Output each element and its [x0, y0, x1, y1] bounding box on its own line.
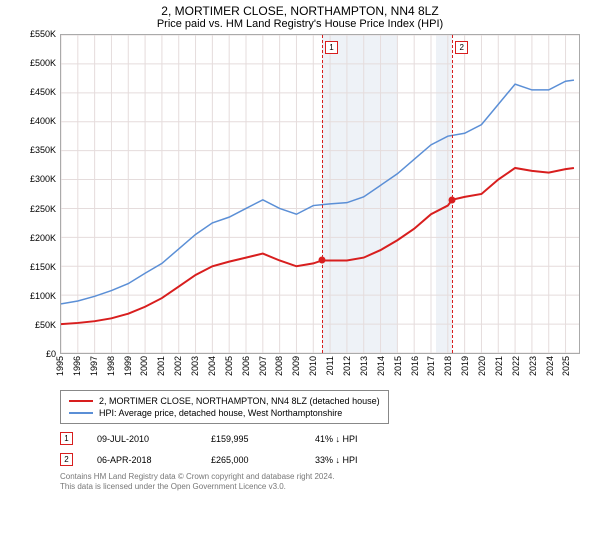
y-axis-labels: £0£50K£100K£150K£200K£250K£300K£350K£400…: [20, 34, 58, 384]
x-tick-label: 2003: [190, 356, 200, 376]
y-tick-label: £200K: [30, 233, 56, 243]
legend-swatch: [69, 400, 93, 402]
y-tick-label: £50K: [35, 320, 56, 330]
x-axis-labels: 1995199619971998199920002001200220032004…: [60, 354, 580, 384]
y-tick-label: £100K: [30, 291, 56, 301]
transaction-date: 09-JUL-2010: [97, 434, 187, 444]
transaction-price: £265,000: [211, 455, 291, 465]
x-tick-label: 2005: [224, 356, 234, 376]
y-tick-label: £400K: [30, 116, 56, 126]
x-tick-label: 1998: [106, 356, 116, 376]
x-tick-label: 2013: [359, 356, 369, 376]
transaction-delta: 41% ↓ HPI: [315, 434, 358, 444]
x-tick-label: 2025: [561, 356, 571, 376]
sale-point: [319, 257, 326, 264]
x-tick-label: 2001: [156, 356, 166, 376]
y-tick-label: £550K: [30, 29, 56, 39]
transaction-delta: 33% ↓ HPI: [315, 455, 358, 465]
x-tick-label: 2002: [173, 356, 183, 376]
legend-label: HPI: Average price, detached house, West…: [99, 408, 342, 418]
y-tick-label: £150K: [30, 262, 56, 272]
x-tick-label: 2012: [342, 356, 352, 376]
x-tick-label: 2006: [241, 356, 251, 376]
legend-row: 2, MORTIMER CLOSE, NORTHAMPTON, NN4 8LZ …: [69, 395, 380, 407]
y-tick-label: £250K: [30, 204, 56, 214]
x-tick-label: 2020: [477, 356, 487, 376]
transaction-list: 1 09-JUL-2010 £159,995 41% ↓ HPI 2 06-APR-201…: [60, 428, 600, 470]
transaction-marker: 1: [60, 432, 73, 445]
x-tick-label: 2016: [410, 356, 420, 376]
y-tick-label: £450K: [30, 87, 56, 97]
x-tick-label: 2009: [291, 356, 301, 376]
transaction-marker: 2: [60, 453, 73, 466]
event-marker-1: 1: [325, 41, 338, 54]
legend-row: HPI: Average price, detached house, West…: [69, 407, 380, 419]
sale-point: [449, 196, 456, 203]
transaction-price: £159,995: [211, 434, 291, 444]
y-tick-label: £300K: [30, 174, 56, 184]
transaction-row: 1 09-JUL-2010 £159,995 41% ↓ HPI: [60, 428, 600, 449]
chart-svg: [61, 35, 579, 353]
x-tick-label: 2021: [494, 356, 504, 376]
footnote-line: This data is licensed under the Open Gov…: [60, 482, 600, 492]
legend-swatch: [69, 412, 93, 414]
x-tick-label: 2010: [308, 356, 318, 376]
legend: 2, MORTIMER CLOSE, NORTHAMPTON, NN4 8LZ …: [60, 390, 389, 424]
x-tick-label: 2014: [376, 356, 386, 376]
legend-label: 2, MORTIMER CLOSE, NORTHAMPTON, NN4 8LZ …: [99, 396, 380, 406]
x-tick-label: 1999: [123, 356, 133, 376]
x-tick-label: 2022: [511, 356, 521, 376]
transaction-date: 06-APR-2018: [97, 455, 187, 465]
x-tick-label: 2017: [426, 356, 436, 376]
x-tick-label: 2008: [274, 356, 284, 376]
x-tick-label: 1996: [72, 356, 82, 376]
chart-area: £0£50K£100K£150K£200K£250K£300K£350K£400…: [20, 34, 580, 384]
x-tick-label: 2007: [258, 356, 268, 376]
y-tick-label: £500K: [30, 58, 56, 68]
transaction-row: 2 06-APR-2018 £265,000 33% ↓ HPI: [60, 449, 600, 470]
x-tick-label: 2024: [545, 356, 555, 376]
x-tick-label: 2019: [460, 356, 470, 376]
event-marker-2: 2: [455, 41, 468, 54]
x-tick-label: 1997: [89, 356, 99, 376]
footnote: Contains HM Land Registry data © Crown c…: [60, 470, 600, 493]
x-tick-label: 2018: [443, 356, 453, 376]
x-tick-label: 2000: [139, 356, 149, 376]
x-tick-label: 2023: [528, 356, 538, 376]
chart-subtitle: Price paid vs. HM Land Registry's House …: [0, 18, 600, 34]
x-tick-label: 2011: [325, 356, 335, 375]
x-tick-label: 1995: [55, 356, 65, 376]
x-tick-label: 2004: [207, 356, 217, 376]
x-tick-label: 2015: [393, 356, 403, 376]
chart-title: 2, MORTIMER CLOSE, NORTHAMPTON, NN4 8LZ: [0, 0, 600, 18]
y-tick-label: £350K: [30, 145, 56, 155]
plot-region: 12: [60, 34, 580, 354]
footnote-line: Contains HM Land Registry data © Crown c…: [60, 472, 600, 482]
